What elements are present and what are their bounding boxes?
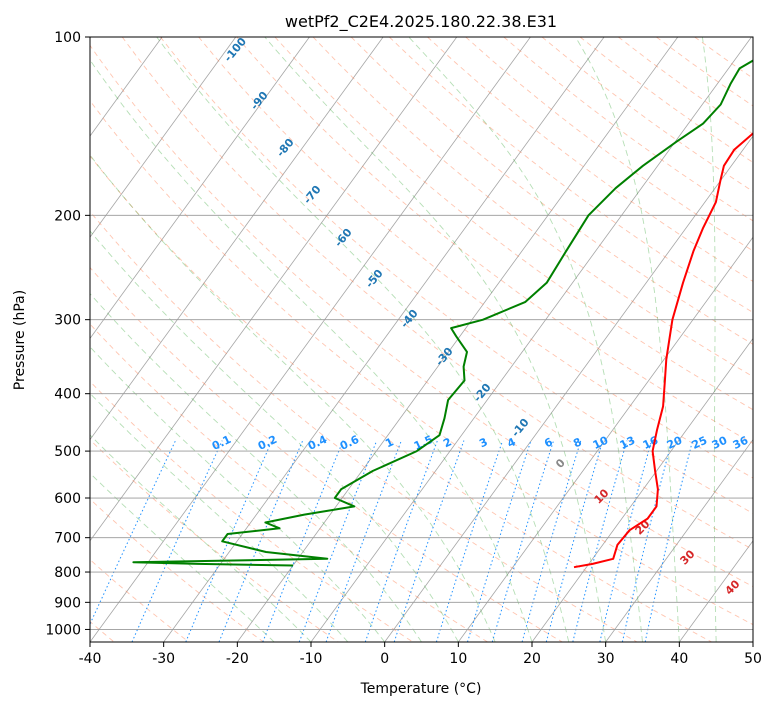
mixing-ratio-line xyxy=(545,440,604,642)
isotherm-line xyxy=(90,37,310,340)
mixing-ratio-label: 36 xyxy=(731,434,751,452)
moist-adiabat-line xyxy=(701,37,717,642)
dry-adiabat-line xyxy=(160,37,753,514)
dry-adiabat-line xyxy=(90,155,712,642)
dry-adiabat-line xyxy=(90,323,488,642)
plot-frame xyxy=(89,36,754,643)
dry-adiabat-line xyxy=(388,37,753,314)
mixing-ratio-line xyxy=(599,440,652,642)
dewpoint-profile-line xyxy=(132,59,753,567)
x-tick-label: 30 xyxy=(597,651,615,667)
x-tick-label: -10 xyxy=(300,651,323,667)
y-tick-label: 500 xyxy=(54,444,81,460)
moist-adiabat-line xyxy=(156,37,570,642)
isotherm-line xyxy=(310,37,752,642)
plot-background xyxy=(90,37,753,642)
isotherm-line xyxy=(752,641,753,642)
moist-adiabat-line xyxy=(264,37,607,642)
pressure-gridlines xyxy=(90,37,753,630)
mixing-ratio-label: 13 xyxy=(618,434,637,452)
background-lines xyxy=(90,37,753,642)
mixing-ratio-line xyxy=(364,440,438,642)
isotherm-line xyxy=(384,135,753,642)
moist-adiabat-line xyxy=(408,37,643,642)
mixing-ratio-label: 10 xyxy=(591,434,611,452)
dry-adiabat-line xyxy=(198,37,753,479)
mixing-ratio-line xyxy=(491,440,555,642)
x-tick-label: -20 xyxy=(226,651,249,667)
dry-adiabat-line xyxy=(350,37,753,345)
moist-adiabat-line xyxy=(575,37,680,642)
isotherm-line xyxy=(458,236,753,642)
dry-adiabat-line xyxy=(312,37,753,378)
profiles xyxy=(132,59,753,569)
isotherm-line xyxy=(90,37,384,441)
x-tick-label: 40 xyxy=(670,651,688,667)
chart-title: wetPf2_C2E4.2025.180.22.38.E31 xyxy=(285,12,557,32)
isotherm-line xyxy=(605,438,753,642)
moist-adiabat-line xyxy=(90,59,533,642)
mixing-ratio-line xyxy=(325,440,402,642)
x-tick-label: 50 xyxy=(744,651,762,667)
dry-adiabat-line xyxy=(90,266,563,642)
y-axis-label: Pressure (hPa) xyxy=(12,290,28,390)
dry-adiabat-line xyxy=(90,210,638,642)
isotherm-line xyxy=(90,37,531,642)
dry-adiabat-line xyxy=(90,44,753,588)
x-axis-ticks: -40 -30 -20 -10 0 10 20 30 40 50 xyxy=(79,642,762,667)
x-axis-label: Temperature (°C) xyxy=(360,681,482,697)
y-tick-label: 1000 xyxy=(45,622,81,638)
mixing-ratio-label: 20 xyxy=(665,434,685,452)
mixing-ratio-line xyxy=(521,440,582,642)
moist-adiabat-line xyxy=(90,154,496,642)
isotherm-line xyxy=(90,37,458,542)
dry-adiabat-line xyxy=(90,99,753,626)
y-tick-label: 200 xyxy=(54,208,81,224)
x-tick-label: -40 xyxy=(79,651,102,667)
dry-adiabat-line xyxy=(274,37,753,411)
mixing-ratio-line xyxy=(131,440,223,642)
moist-adiabat-line xyxy=(90,346,386,642)
y-tick-label: 700 xyxy=(54,531,81,547)
mixing-ratio-line xyxy=(467,440,532,642)
x-tick-label: -30 xyxy=(152,651,175,667)
isotherm-line xyxy=(163,37,605,642)
dry-adiabat-line xyxy=(121,37,753,551)
moist-adiabat-line xyxy=(90,392,349,642)
moist-adiabat-line xyxy=(90,293,422,642)
mixing-ratio-label: 30 xyxy=(710,434,730,452)
mixing-ratio-line xyxy=(644,440,694,642)
isotherm-line xyxy=(90,37,237,238)
dry-adiabat-line xyxy=(236,37,753,444)
y-tick-label: 900 xyxy=(54,595,81,611)
y-axis-ticks: 100 200 300 400 500 600 700 800 900 1000 xyxy=(45,30,90,638)
x-tick-label: 20 xyxy=(523,651,541,667)
y-tick-label: 800 xyxy=(54,565,81,581)
mixing-ratio-line xyxy=(621,440,673,642)
y-tick-label: 100 xyxy=(54,30,81,46)
dry-adiabat-line xyxy=(90,380,414,642)
isotherm-line xyxy=(531,337,753,642)
y-tick-label: 600 xyxy=(54,491,81,507)
mixing-ratio-line xyxy=(572,440,628,642)
temperature-profile-line xyxy=(573,132,753,569)
x-tick-label: 0 xyxy=(380,651,389,667)
mixing-ratio-label: 25 xyxy=(690,434,709,452)
y-tick-label: 300 xyxy=(54,313,81,329)
y-tick-label: 400 xyxy=(54,387,81,403)
x-tick-label: 10 xyxy=(449,651,467,667)
